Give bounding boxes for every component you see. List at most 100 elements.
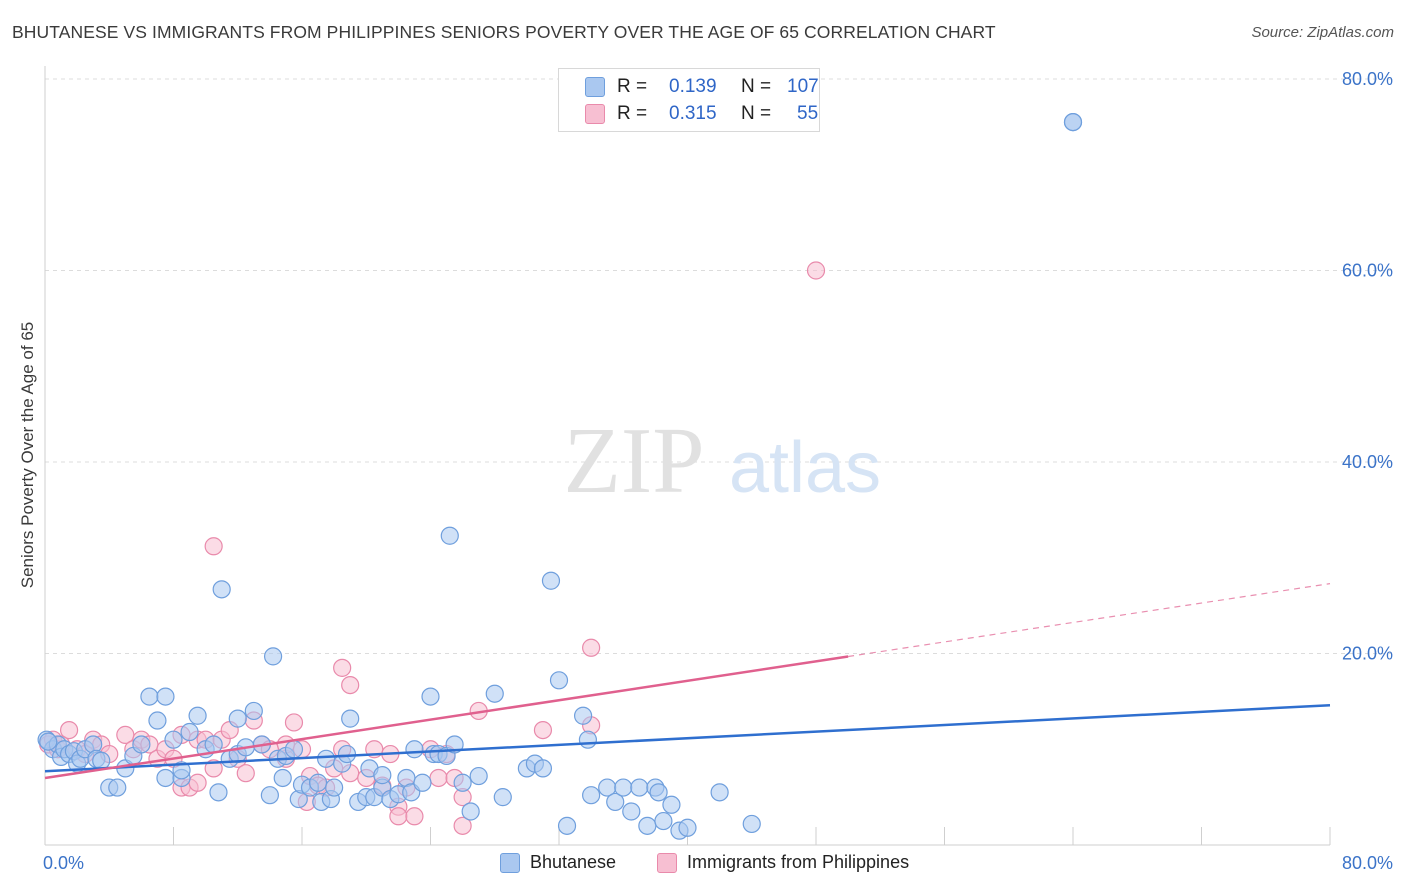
data-point bbox=[578, 730, 598, 749]
data-point bbox=[582, 638, 601, 657]
y-tick-label: 80.0% bbox=[1342, 69, 1393, 89]
data-point bbox=[316, 749, 336, 768]
data-point bbox=[622, 802, 641, 821]
data-point bbox=[485, 684, 504, 703]
trend-line-philippines-dashed bbox=[848, 583, 1331, 658]
data-point bbox=[204, 759, 223, 778]
data-point bbox=[284, 713, 304, 732]
data-point bbox=[172, 761, 191, 780]
legend-n-label: N = bbox=[741, 103, 772, 124]
data-point bbox=[582, 786, 601, 805]
data-point bbox=[39, 732, 58, 751]
data-point bbox=[453, 816, 472, 835]
data-point bbox=[541, 571, 561, 590]
data-point bbox=[373, 766, 392, 785]
watermark: ZIP atlas bbox=[564, 409, 882, 513]
data-point bbox=[325, 778, 344, 797]
data-point bbox=[59, 720, 79, 740]
data-point bbox=[1063, 112, 1083, 132]
source-credit: Source: ZipAtlas.com bbox=[1251, 24, 1394, 41]
trend-lines bbox=[44, 583, 1331, 780]
data-point bbox=[445, 735, 464, 754]
data-point bbox=[405, 807, 424, 826]
legend-r-value: 0.139 bbox=[669, 76, 717, 97]
trend-line-bhutanese bbox=[44, 703, 1331, 773]
data-point bbox=[573, 706, 593, 725]
watermark-atlas: atlas bbox=[729, 428, 881, 508]
data-point bbox=[549, 671, 569, 690]
series-bhutanese-points bbox=[37, 112, 1083, 840]
data-point bbox=[678, 818, 697, 837]
data-point bbox=[461, 802, 480, 821]
legend-n-label: N = bbox=[741, 76, 772, 97]
data-point bbox=[140, 687, 159, 706]
legend-row-philippines: R = 0.315 N = 55 bbox=[559, 101, 818, 127]
y-tick-label: 20.0% bbox=[1342, 644, 1393, 664]
data-point bbox=[630, 778, 649, 797]
data-point bbox=[260, 786, 279, 805]
data-point bbox=[606, 792, 625, 812]
data-point bbox=[614, 778, 633, 797]
chart-title: BHUTANESE VS IMMIGRANTS FROM PHILIPPINES… bbox=[12, 22, 996, 42]
data-point bbox=[421, 687, 440, 706]
data-point bbox=[806, 261, 826, 280]
legend-row-bhutanese: R = 0.139 N = 107 bbox=[559, 74, 819, 100]
data-point bbox=[108, 778, 127, 797]
data-point bbox=[284, 740, 304, 759]
data-point bbox=[204, 537, 223, 556]
data-point bbox=[209, 783, 228, 802]
data-point bbox=[244, 701, 263, 721]
data-point bbox=[440, 526, 459, 545]
data-point bbox=[413, 773, 432, 792]
x-tick-label: 0.0% bbox=[43, 853, 84, 873]
data-point bbox=[533, 720, 553, 740]
data-point bbox=[341, 675, 360, 695]
data-point bbox=[662, 795, 681, 814]
data-point bbox=[180, 722, 199, 742]
legend-item-philippines: Immigrants from Philippines bbox=[657, 852, 909, 873]
data-point bbox=[493, 788, 512, 807]
data-point bbox=[132, 735, 151, 754]
data-point bbox=[405, 740, 424, 759]
legend-swatch-pink bbox=[585, 104, 605, 124]
data-point bbox=[308, 773, 328, 792]
data-point bbox=[533, 759, 553, 778]
data-point bbox=[273, 768, 292, 788]
x-tick-label: 80.0% bbox=[1342, 853, 1393, 873]
legend-r-label: R = bbox=[617, 76, 648, 97]
data-point bbox=[638, 816, 657, 835]
data-point bbox=[429, 768, 448, 788]
data-point bbox=[148, 711, 167, 730]
legend-swatch-blue bbox=[500, 852, 520, 873]
data-point bbox=[263, 647, 283, 666]
legend-swatch-pink bbox=[657, 852, 677, 873]
trend-line-philippines bbox=[44, 655, 849, 780]
data-point bbox=[453, 773, 472, 792]
data-point bbox=[710, 783, 729, 802]
data-point bbox=[333, 658, 352, 677]
grid-lines bbox=[45, 78, 1392, 654]
data-point bbox=[649, 783, 668, 802]
data-point bbox=[389, 807, 408, 826]
legend-swatch-blue bbox=[585, 77, 605, 97]
legend-n-value: 55 bbox=[797, 103, 819, 124]
legend-label-bhutanese: Bhutanese bbox=[530, 852, 617, 872]
legend-n-value: 107 bbox=[787, 76, 819, 97]
tick-labels: 20.0% 40.0% 60.0% 80.0% 0.0% 80.0% bbox=[43, 69, 1393, 873]
data-point bbox=[341, 709, 360, 728]
data-point bbox=[236, 764, 255, 783]
y-tick-label: 40.0% bbox=[1342, 452, 1393, 472]
data-point bbox=[188, 773, 207, 792]
data-point bbox=[212, 580, 231, 599]
data-point bbox=[557, 816, 577, 835]
data-point bbox=[742, 814, 761, 834]
data-point bbox=[92, 751, 111, 770]
y-tick-label: 60.0% bbox=[1342, 261, 1393, 281]
data-point bbox=[337, 744, 357, 764]
data-point bbox=[469, 766, 488, 786]
legend-item-bhutanese: Bhutanese bbox=[500, 852, 616, 873]
data-point bbox=[156, 687, 175, 706]
data-point bbox=[654, 811, 673, 831]
data-point bbox=[228, 709, 247, 728]
watermark-zip: ZIP bbox=[564, 409, 705, 513]
